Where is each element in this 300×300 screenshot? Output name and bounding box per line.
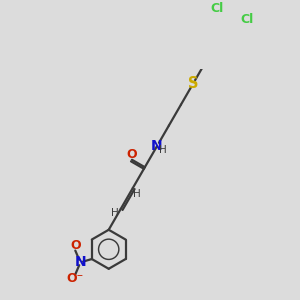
Text: O: O	[70, 239, 81, 253]
Text: O: O	[127, 148, 137, 161]
Text: H: H	[110, 208, 118, 218]
Text: N: N	[151, 139, 163, 153]
Text: H: H	[133, 189, 140, 200]
Text: Cl: Cl	[240, 13, 253, 26]
Text: O⁻: O⁻	[67, 272, 84, 286]
Text: S: S	[188, 76, 198, 91]
Text: N: N	[74, 256, 86, 269]
Text: Cl: Cl	[211, 2, 224, 15]
Text: H: H	[159, 145, 167, 155]
